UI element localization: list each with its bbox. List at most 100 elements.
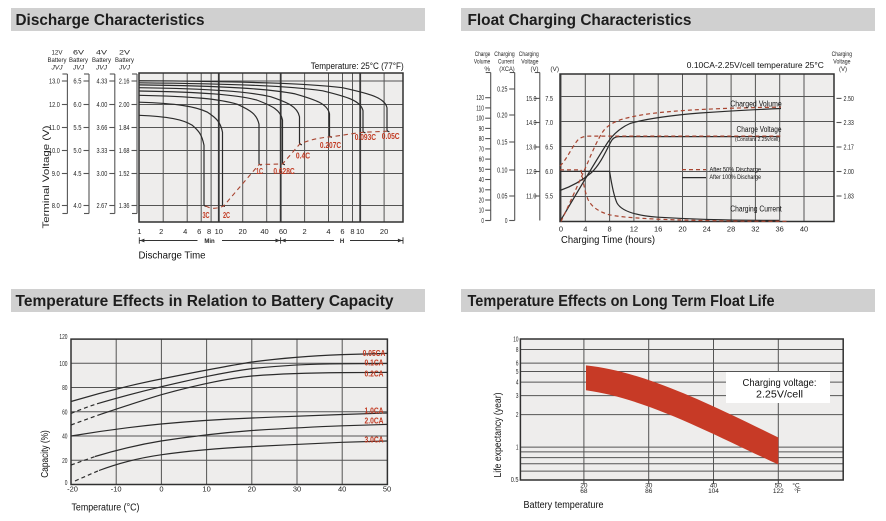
svg-text:0.10CA-2.25V/cell temperature: 0.10CA-2.25V/cell temperature 25°C <box>687 60 824 70</box>
svg-text:2.16: 2.16 <box>119 77 130 86</box>
svg-text:4.0: 4.0 <box>73 201 81 210</box>
svg-text:6: 6 <box>197 227 201 236</box>
svg-text:Float Charging Characteristics: Float Charging Characteristics <box>468 12 692 29</box>
svg-text:100: 100 <box>476 116 484 123</box>
svg-text:0.5: 0.5 <box>511 477 519 484</box>
svg-text:16: 16 <box>654 225 662 234</box>
svg-text:1.0CA: 1.0CA <box>365 406 384 415</box>
svg-text:6.0: 6.0 <box>545 169 553 176</box>
svg-text:2: 2 <box>516 412 519 419</box>
svg-text:2V: 2V <box>119 50 131 57</box>
svg-text:Charged Volume: Charged Volume <box>730 99 782 108</box>
svg-text:5.0: 5.0 <box>73 146 81 155</box>
svg-text:12.0: 12.0 <box>49 100 60 109</box>
svg-text:20: 20 <box>479 198 484 205</box>
svg-text:JVJ: JVJ <box>95 65 108 72</box>
svg-text:2.00: 2.00 <box>119 100 130 109</box>
svg-text:Charging: Charging <box>832 51 853 58</box>
svg-text:40: 40 <box>260 227 268 236</box>
svg-text:7.5: 7.5 <box>545 96 553 103</box>
svg-text:-10: -10 <box>111 485 122 494</box>
svg-text:0: 0 <box>559 225 563 234</box>
svg-text:3.66: 3.66 <box>97 123 108 132</box>
svg-text:Temperature (°C): Temperature (°C) <box>72 502 140 513</box>
svg-text:15.0: 15.0 <box>526 96 536 103</box>
svg-text:120: 120 <box>476 95 484 102</box>
svg-text:8: 8 <box>207 227 211 236</box>
svg-text:JVJ: JVJ <box>72 65 85 72</box>
svg-text:36: 36 <box>776 225 784 234</box>
svg-text:Charging voltage:: Charging voltage: <box>743 378 817 389</box>
svg-text:6V: 6V <box>73 50 85 57</box>
svg-text:40: 40 <box>479 177 484 184</box>
svg-text:0.25: 0.25 <box>497 87 507 94</box>
svg-text:%: % <box>484 66 490 73</box>
svg-text:Charging Current: Charging Current <box>730 205 782 214</box>
svg-text:2.25V/cell: 2.25V/cell <box>756 390 803 401</box>
svg-text:122: 122 <box>773 488 784 495</box>
svg-text:10: 10 <box>513 337 518 344</box>
svg-text:28: 28 <box>727 225 735 234</box>
svg-text:Discharge Characteristics: Discharge Characteristics <box>16 12 205 29</box>
svg-text:(V): (V) <box>531 66 539 73</box>
svg-text:8: 8 <box>350 227 354 236</box>
svg-text:2.33: 2.33 <box>844 120 854 127</box>
svg-text:6.0: 6.0 <box>73 100 81 109</box>
svg-text:0: 0 <box>159 485 163 494</box>
svg-text:0.15: 0.15 <box>497 140 507 147</box>
svg-text:0.093C: 0.093C <box>355 133 376 142</box>
svg-text:1.52: 1.52 <box>119 169 130 178</box>
svg-text:80: 80 <box>479 136 484 143</box>
svg-text:86: 86 <box>645 488 653 495</box>
svg-text:Capacity (%): Capacity (%) <box>40 430 51 478</box>
svg-text:Life expectancy (year): Life expectancy (year) <box>493 393 504 478</box>
svg-text:4.00: 4.00 <box>97 100 108 109</box>
svg-text:1: 1 <box>137 227 141 236</box>
svg-text:0.05: 0.05 <box>497 194 507 201</box>
svg-text:Charging: Charging <box>519 51 539 58</box>
svg-text:10.0: 10.0 <box>49 146 60 155</box>
svg-text:Discharge Time: Discharge Time <box>139 251 206 262</box>
svg-text:40: 40 <box>800 225 808 234</box>
svg-text:3.0CA: 3.0CA <box>365 436 384 445</box>
svg-text:0.4C: 0.4C <box>296 151 310 160</box>
svg-text:2.50: 2.50 <box>844 96 854 103</box>
svg-text:JVJ: JVJ <box>118 65 131 72</box>
svg-text:20: 20 <box>380 227 388 236</box>
svg-text:8.0: 8.0 <box>52 201 60 210</box>
svg-text:24: 24 <box>703 225 711 234</box>
svg-text:7.0: 7.0 <box>545 120 553 127</box>
svg-text:1.83: 1.83 <box>844 194 854 201</box>
svg-text:6: 6 <box>340 227 344 236</box>
svg-text:0: 0 <box>65 478 68 487</box>
svg-text:120: 120 <box>59 332 67 341</box>
svg-text:20: 20 <box>580 483 588 490</box>
svg-text:1.36: 1.36 <box>119 201 130 210</box>
svg-text:12.0: 12.0 <box>526 169 536 176</box>
svg-text:12: 12 <box>630 225 638 234</box>
svg-text:0: 0 <box>505 218 508 225</box>
svg-text:2.00: 2.00 <box>844 169 854 176</box>
svg-text:5.5: 5.5 <box>545 194 553 201</box>
svg-text:60: 60 <box>279 227 287 236</box>
svg-text:Charging: Charging <box>494 51 515 58</box>
svg-text:30: 30 <box>645 483 653 490</box>
svg-text:20: 20 <box>62 456 67 465</box>
svg-text:50: 50 <box>775 483 783 490</box>
svg-text:104: 104 <box>708 488 719 495</box>
svg-text:6.5: 6.5 <box>73 77 81 86</box>
svg-text:°C: °C <box>792 482 800 490</box>
svg-text:(Constant 2.25v/cell): (Constant 2.25v/cell) <box>735 137 780 143</box>
svg-text:12V: 12V <box>52 50 64 57</box>
svg-text:Temperature Effects in Relatio: Temperature Effects in Relation to Batte… <box>16 293 394 310</box>
svg-text:10: 10 <box>479 208 484 215</box>
svg-text:4V: 4V <box>96 50 108 57</box>
svg-text:0.05C: 0.05C <box>382 132 400 141</box>
svg-text:1C: 1C <box>256 167 263 176</box>
svg-text:Battery: Battery <box>48 57 68 64</box>
svg-text:0.20: 0.20 <box>497 113 507 120</box>
svg-text:40: 40 <box>62 432 67 441</box>
svg-text:2C: 2C <box>223 211 230 220</box>
svg-text:(XCA): (XCA) <box>499 66 515 73</box>
svg-text:4: 4 <box>583 225 587 234</box>
